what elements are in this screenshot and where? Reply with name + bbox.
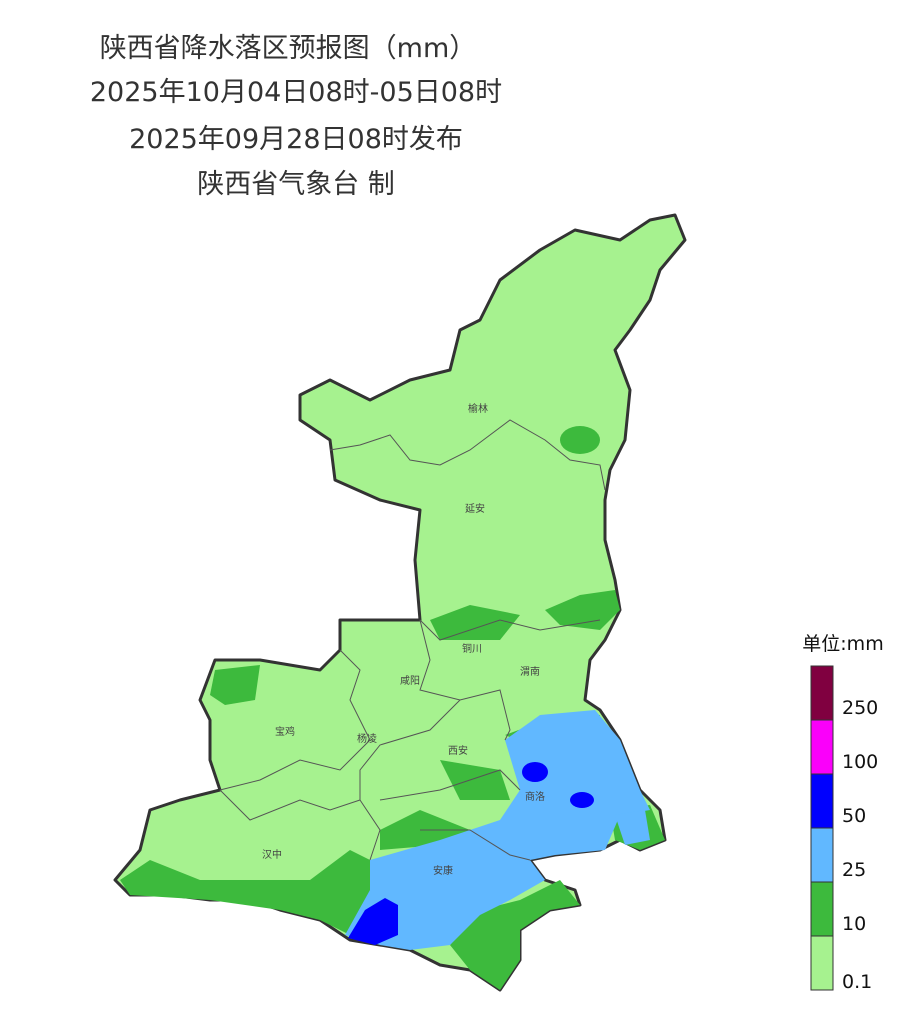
- legend-swatch: [810, 719, 834, 775]
- period: 2025年10月04日08时-05日08时: [90, 77, 502, 108]
- legend-label: 0.1: [842, 971, 872, 993]
- city-borders: [219, 419, 606, 861]
- city-label: 榆林: [468, 402, 488, 415]
- city-label: 商洛: [525, 790, 545, 803]
- legend-swatch: [810, 881, 834, 937]
- legend-swatch: [810, 773, 834, 829]
- legend-label: 25: [842, 859, 866, 881]
- rain-25-50: [615, 810, 650, 845]
- legend-swatch: [810, 827, 834, 883]
- city-label: 延安: [465, 502, 485, 515]
- producer: 陕西省气象台 制: [197, 169, 395, 200]
- title: 陕西省降水落区预报图（mm）: [100, 33, 477, 64]
- legend-label: 250: [842, 697, 878, 719]
- city-label: 汉中: [262, 848, 282, 861]
- issued: 2025年09月28日08时发布: [129, 124, 463, 155]
- city-label: 安康: [433, 864, 453, 877]
- city-label: 西安: [448, 744, 468, 757]
- legend-label: 50: [842, 805, 866, 827]
- city-label: 铜川: [462, 643, 482, 655]
- legend-swatch: [810, 665, 834, 721]
- city-label: 渭南: [520, 665, 540, 678]
- legend-swatch: [810, 935, 834, 991]
- province: [113, 213, 687, 992]
- legend-label: 10: [842, 913, 866, 935]
- city-label: 杨凌: [357, 732, 377, 745]
- city-label: 宝鸡: [275, 725, 295, 738]
- rain-50-100: [348, 762, 594, 945]
- city-label: 咸阳: [400, 675, 420, 687]
- legend-unit: 单位:mm: [802, 633, 883, 655]
- legend-label: 100: [842, 751, 878, 773]
- rain-25-50: [345, 710, 650, 950]
